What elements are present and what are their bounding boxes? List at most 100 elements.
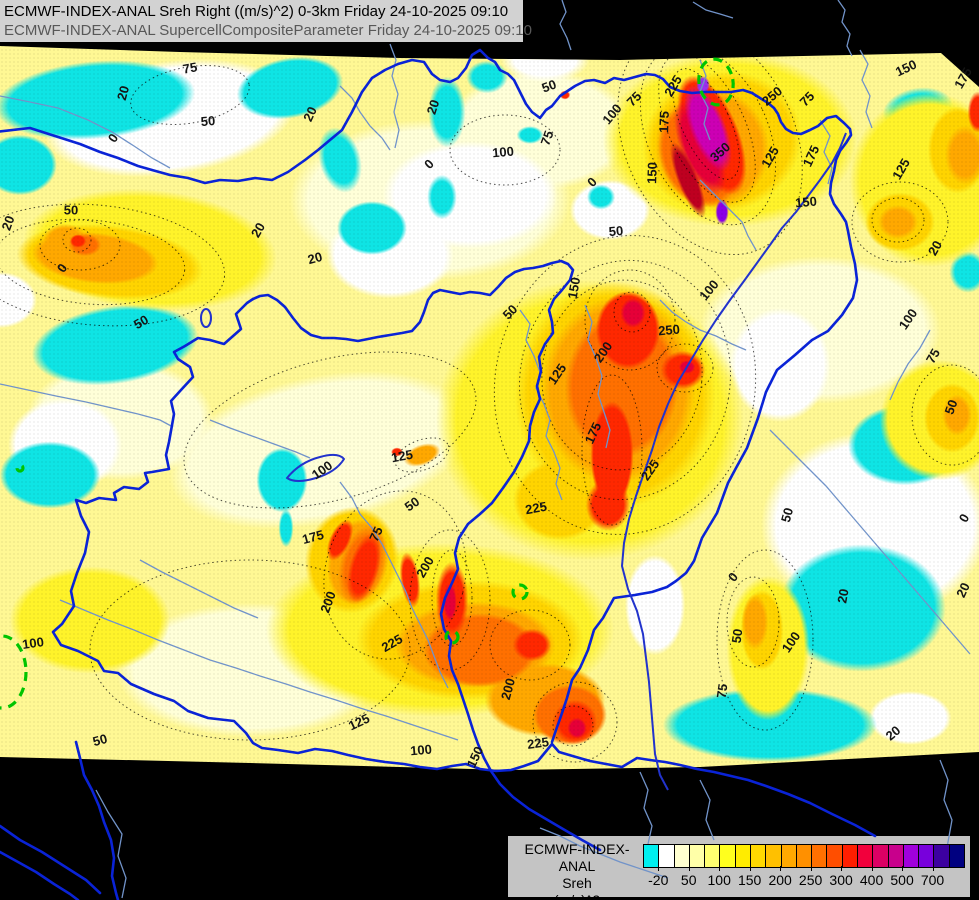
contour-value-label: 75 [366, 524, 386, 544]
contour-value-label: 150 [463, 743, 487, 771]
legend-parameter: Sreh [562, 875, 592, 891]
legend-color-cell [674, 845, 690, 867]
legend-tick-label: 100 [707, 872, 731, 888]
contour-value-label: 100 [491, 143, 515, 161]
contour-value-label: 200 [317, 589, 339, 615]
contour-value-label: 50 [608, 222, 624, 240]
legend-color-cell [888, 845, 904, 867]
contour-value-label: 50 [401, 493, 423, 515]
contour-value-label: 175 [656, 110, 672, 134]
contour-value-label: 225 [378, 631, 406, 655]
contour-value-label: 0 [104, 130, 122, 146]
contour-value-label: 250 [758, 83, 786, 109]
legend: ECMWF-INDEX-ANAL Sreh (m/s)^2 -20 50 100 15… [508, 836, 970, 900]
legend-colorbar [643, 844, 965, 868]
contour-value-label: 175 [581, 419, 605, 447]
contour-value-label: 125 [390, 446, 414, 466]
border-west-south [51, 297, 877, 838]
contour-value-label: 20 [113, 84, 133, 102]
contour-value-label: 50 [539, 76, 559, 96]
legend-tick-label: -20 [648, 872, 669, 888]
legend-color-cell [720, 845, 736, 867]
contour-value-label: 125 [345, 710, 373, 734]
contour-value-label: 0 [955, 511, 973, 525]
contour-value-label: 175 [951, 64, 975, 92]
legend-tick [688, 866, 690, 871]
contour-value-label: 20 [882, 722, 904, 744]
contour-value-label: 125 [889, 155, 913, 183]
legend-units: (m/s)^2 [553, 892, 601, 900]
contour-value-label: 20 [247, 219, 269, 241]
contour-value-label: 20 [0, 213, 18, 233]
contour-value-label: 100 [778, 628, 804, 656]
contour-value-label: 150 [644, 161, 660, 185]
legend-tick [841, 866, 843, 871]
border-black-area-sw [74, 740, 120, 900]
legend-tick [871, 866, 873, 871]
contour-value-label: 125 [544, 360, 570, 388]
legend-tick [780, 866, 782, 871]
legend-tick [902, 866, 904, 871]
lake-neusiedl [200, 308, 212, 328]
contour-value-label: 75 [181, 59, 199, 77]
contour-value-label: 50 [63, 202, 79, 218]
contour-value-label: 20 [953, 580, 973, 600]
contour-value-label: 75 [713, 682, 731, 700]
contour-value-label: 175 [300, 526, 326, 548]
contour-value-label: 100 [599, 100, 625, 128]
contour-value-label: 50 [91, 730, 109, 750]
contour-value-label: 75 [623, 88, 645, 110]
contour-value-label: 20 [423, 97, 443, 117]
contour-value-label: 75 [922, 345, 944, 367]
contour-value-label: 150 [794, 193, 818, 211]
contour-value-label: 100 [895, 305, 921, 333]
legend-color-cell [903, 845, 920, 867]
contour-value-label: 225 [661, 72, 685, 100]
contour-value-label: 100 [21, 634, 45, 652]
contour-blob [506, 623, 558, 667]
contour-blob [616, 293, 650, 333]
legend-tick-label: 250 [798, 872, 823, 888]
contour-value-label: 350 [706, 139, 734, 165]
legend-color-cell [644, 845, 660, 867]
title-bar: ECMWF-INDEX-ANAL Sreh Right ((m/s)^2) 0-… [0, 0, 536, 42]
legend-tick-label: 300 [829, 872, 853, 888]
contour-value-label: 200 [590, 338, 616, 366]
legend-color-cell [919, 845, 935, 867]
contour-value-label: 0 [53, 260, 71, 276]
legend-tick-label: 400 [859, 872, 884, 888]
contour-blob [67, 232, 89, 250]
contour-value-label: 150 [892, 56, 920, 80]
contour-value-label: 50 [728, 627, 746, 645]
contour-value-label: 225 [526, 734, 550, 752]
legend-tick-label: 200 [768, 872, 792, 888]
contour-value-label: 50 [777, 506, 797, 524]
title-bar-background [0, 0, 524, 43]
legend-color-cell [689, 845, 706, 867]
legend-color-cell [750, 845, 767, 867]
contour-value-label: 125 [758, 143, 782, 171]
adriatic-coast-2 [0, 850, 80, 900]
legend-color-cell [949, 845, 964, 867]
contour-blob [564, 714, 590, 742]
legend-tick [658, 866, 660, 871]
contour-value-label: 250 [657, 321, 681, 339]
contour-value-label: 20 [924, 237, 946, 259]
legend-meta: ECMWF-INDEX-ANAL Sreh (m/s)^2 [514, 841, 640, 900]
legend-color-cell [842, 845, 858, 867]
legend-tick-label: 50 [680, 872, 697, 888]
danube-river [251, 259, 602, 852]
contour-value-label: 50 [130, 311, 152, 333]
legend-tick-label: 150 [737, 872, 762, 888]
contour-value-label: 225 [637, 456, 663, 484]
title-line-2: ECMWF-INDEX-ANAL SupercellCompositeParam… [4, 22, 532, 39]
legend-color-cell [796, 845, 813, 867]
contour-value-label: 200 [413, 553, 437, 581]
contour-value-label: 20 [300, 104, 320, 124]
contour-value-label: 0 [421, 156, 437, 172]
contour-value-label: 50 [499, 301, 521, 323]
